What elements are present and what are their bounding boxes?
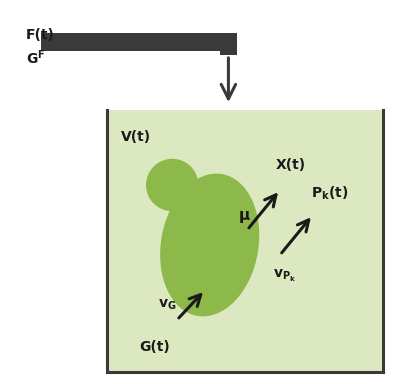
Text: $\mathbf{\mu}$: $\mathbf{\mu}$ [237,209,250,225]
Text: G(t): G(t) [139,340,170,354]
Text: $\mathbf{v_G}$: $\mathbf{v_G}$ [158,298,176,312]
Text: $\mathbf{G^F}$: $\mathbf{G^F}$ [26,48,45,66]
Text: V(t): V(t) [120,130,151,144]
Bar [41,33,236,51]
Bar [220,51,236,55]
Bar [106,110,382,372]
Text: $\mathbf{v_{P_k}}$: $\mathbf{v_{P_k}}$ [273,268,296,284]
Text: $\mathbf{P_k(t)}$: $\mathbf{P_k(t)}$ [310,185,347,202]
Circle shape [146,159,198,211]
Text: X(t): X(t) [274,158,305,172]
Ellipse shape [160,174,258,316]
Text: F(t): F(t) [26,28,55,42]
